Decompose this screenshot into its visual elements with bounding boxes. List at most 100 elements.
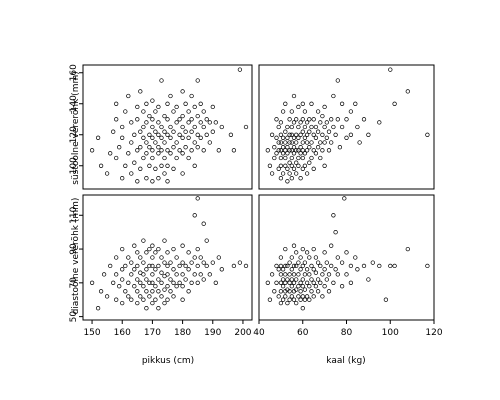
data-point [318, 263, 323, 269]
data-point [287, 297, 292, 302]
data-point [289, 176, 294, 181]
panel-height-vs-systolic: 100 120 140 160 [69, 64, 253, 190]
data-point [280, 284, 286, 289]
data-point [192, 140, 197, 145]
data-point [165, 263, 170, 269]
data-point [204, 132, 209, 137]
data-point [129, 171, 134, 176]
data-point [177, 263, 182, 269]
data-point [296, 163, 301, 168]
data-point [186, 120, 191, 125]
data-point [114, 272, 119, 277]
data-point [324, 135, 329, 140]
data-point [272, 289, 277, 294]
data-point [276, 140, 281, 145]
data-point [162, 155, 167, 161]
data-point [144, 267, 149, 272]
data-point [162, 287, 167, 292]
data-point [291, 297, 297, 302]
data-point [153, 166, 158, 171]
data-point [300, 129, 305, 134]
data-point [285, 135, 290, 140]
data-point [287, 148, 292, 153]
data-point [141, 238, 146, 243]
data-point [278, 272, 284, 277]
data-point [307, 117, 312, 122]
data-point [289, 109, 294, 114]
panel-height-vs-diastolic: 50 70 90 110 150 160 170 180 190 200 [69, 194, 253, 338]
data-point [276, 267, 281, 272]
data-point [280, 277, 286, 282]
data-point [174, 155, 179, 161]
data-point [135, 117, 140, 122]
data-point [159, 124, 164, 130]
data-point [186, 289, 191, 294]
data-point [120, 124, 125, 130]
data-point [307, 129, 312, 134]
data-point [132, 243, 137, 248]
data-point [150, 135, 155, 140]
data-point [285, 179, 290, 184]
data-point [304, 132, 310, 137]
data-point [315, 289, 321, 294]
data-point [165, 132, 170, 137]
data-point [298, 297, 303, 302]
data-point [307, 297, 312, 302]
data-point [171, 129, 176, 134]
data-point [168, 93, 173, 99]
x-tick-label: 100 [382, 328, 399, 338]
data-point [296, 124, 301, 130]
data-point [302, 124, 308, 130]
data-point [300, 117, 305, 122]
data-point [207, 120, 212, 125]
data-point [265, 280, 270, 285]
data-point [283, 129, 288, 134]
data-point [298, 132, 303, 137]
data-point [159, 135, 164, 140]
data-point [237, 260, 243, 265]
data-point [129, 140, 134, 145]
data-point [322, 284, 327, 289]
data-point [298, 145, 303, 150]
data-point [144, 140, 149, 145]
data-point [291, 166, 297, 171]
data-point [162, 113, 167, 119]
y-axis-title-bottom: diastoolne vererõhk (mm) [71, 198, 81, 315]
data-point [168, 135, 173, 140]
data-point [89, 148, 95, 153]
data-point [294, 148, 299, 153]
data-point [98, 289, 104, 294]
x-axis-title-right: kaal (kg) [326, 356, 365, 366]
data-point [165, 272, 170, 277]
data-point [287, 280, 292, 285]
data-point [300, 101, 305, 106]
data-point [147, 280, 152, 285]
data-point [156, 145, 161, 150]
data-point [311, 246, 316, 252]
data-point [291, 272, 297, 277]
data-point [300, 148, 305, 153]
data-point [120, 176, 125, 181]
data-point [231, 148, 237, 153]
data-point [180, 151, 185, 156]
data-point [120, 300, 125, 306]
data-point [304, 294, 310, 299]
data-point [177, 132, 182, 137]
x-tick-label: 180 [174, 328, 191, 338]
data-point [156, 120, 161, 125]
data-point [291, 135, 297, 140]
data-point [177, 280, 182, 285]
data-point [144, 101, 149, 106]
data-point [289, 267, 294, 272]
data-point [283, 140, 288, 145]
data-point [344, 135, 349, 140]
data-point [195, 280, 200, 285]
data-point [144, 151, 149, 156]
data-point [291, 243, 297, 248]
data-point [267, 297, 273, 302]
data-point [283, 246, 288, 252]
data-point [276, 166, 281, 171]
data-point [331, 280, 336, 285]
data-point [201, 260, 206, 265]
data-point [383, 297, 389, 302]
